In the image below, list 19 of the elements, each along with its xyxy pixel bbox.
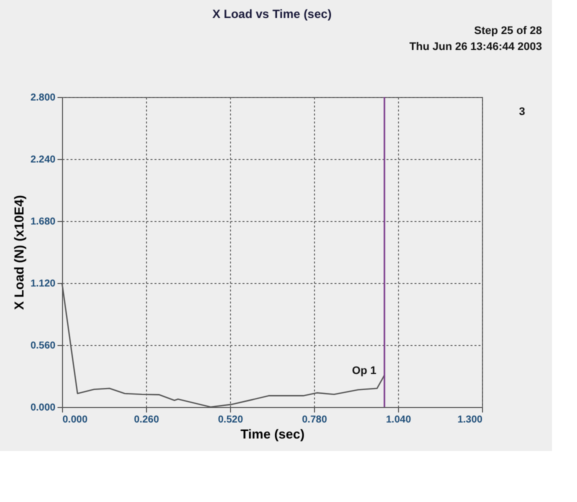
x-tick-label: 0.780 [302, 414, 328, 426]
x-tick-label: 1.040 [386, 414, 412, 426]
text: 3 [518, 106, 526, 118]
y-tick-label: 1.680 [30, 216, 56, 228]
y-tick-label: 1.120 [30, 278, 56, 290]
y-tick-label: 0.000 [30, 402, 56, 414]
text: Step 25 of 28 [474, 25, 542, 37]
y-axis-title: X Load (N) (x10E4) [11, 195, 26, 310]
y-tick-label: 0.560 [30, 340, 56, 352]
x-tick-label: 0.000 [62, 414, 88, 426]
chart-title: X Load vs Time (sec) [212, 7, 332, 21]
x-tick-label: 0.520 [218, 414, 244, 426]
x-axis-title: Time (sec) [240, 426, 305, 442]
x-tick-label: 0.260 [134, 414, 160, 426]
text: Thu Jun 26 13:46:44 2003 [409, 41, 542, 53]
x-tick-label: 1.300 [457, 414, 483, 426]
y-tick-label: 2.800 [30, 92, 56, 104]
y-tick-label: 2.240 [30, 154, 56, 166]
annotation: Op 1 [352, 365, 376, 378]
